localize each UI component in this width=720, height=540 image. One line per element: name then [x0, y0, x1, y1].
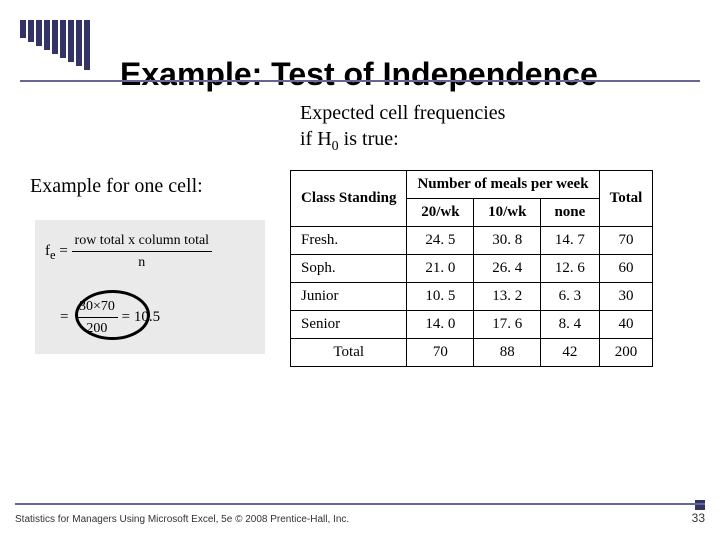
cell: 21. 0: [407, 255, 474, 283]
cell: 14. 7: [541, 227, 599, 255]
cell: 42: [541, 339, 599, 367]
row-label: Total: [291, 339, 407, 367]
title-underline: [20, 80, 700, 82]
cell: 24. 5: [407, 227, 474, 255]
col-none: none: [541, 199, 599, 227]
cell: 13. 2: [474, 283, 541, 311]
row-label: Junior: [291, 283, 407, 311]
cell: 70: [407, 339, 474, 367]
bar: [84, 20, 90, 70]
cell: 12. 6: [541, 255, 599, 283]
table-row: Soph. 21. 0 26. 4 12. 6 60: [291, 255, 653, 283]
decorative-bars: [20, 20, 90, 70]
denominator-1: n: [72, 252, 213, 273]
formula-box: fe = row total x column total n = 30×70 …: [35, 220, 265, 354]
subtitle-line2-pre: if H: [300, 128, 332, 150]
group-header: Number of meals per week: [407, 171, 599, 199]
bar: [76, 20, 82, 66]
table-row: Total 70 88 42 200: [291, 339, 653, 367]
bar: [20, 20, 26, 38]
cell: 14. 0: [407, 311, 474, 339]
bar: [52, 20, 58, 54]
footer-square-icon: [695, 500, 705, 510]
subtitle: Expected cell frequencies if H0 is true:: [300, 100, 505, 156]
subtitle-sub: 0: [332, 139, 339, 154]
table-row: Fresh. 24. 5 30. 8 14. 7 70: [291, 227, 653, 255]
bar: [36, 20, 42, 46]
corner-header: Class Standing: [291, 171, 407, 227]
bar: [28, 20, 34, 42]
cell: 30. 8: [474, 227, 541, 255]
table-row: Junior 10. 5 13. 2 6. 3 30: [291, 283, 653, 311]
cell: 70: [599, 227, 653, 255]
fraction-1: row total x column total n: [72, 230, 213, 273]
data-table: Class Standing Number of meals per week …: [290, 170, 653, 367]
cell: 6. 3: [541, 283, 599, 311]
cell: 17. 6: [474, 311, 541, 339]
example-label: Example for one cell:: [30, 175, 203, 198]
numerator-1: row total x column total: [72, 230, 213, 252]
eq-sign: =: [56, 243, 72, 259]
cell: 200: [599, 339, 653, 367]
row-label: Senior: [291, 311, 407, 339]
bar: [44, 20, 50, 50]
bar: [60, 20, 66, 58]
subtitle-line2-post: is true:: [339, 128, 399, 150]
footer-citation: Statistics for Managers Using Microsoft …: [15, 514, 349, 525]
bar: [68, 20, 74, 62]
page-number: 33: [692, 511, 705, 525]
subtitle-line1: Expected cell frequencies: [300, 102, 505, 124]
circle-annotation: [75, 290, 150, 340]
footer-divider: [15, 503, 705, 505]
row-label: Fresh.: [291, 227, 407, 255]
table-row: Senior 14. 0 17. 6 8. 4 40: [291, 311, 653, 339]
cell: 88: [474, 339, 541, 367]
col-10wk: 10/wk: [474, 199, 541, 227]
row-label: Soph.: [291, 255, 407, 283]
cell: 8. 4: [541, 311, 599, 339]
cell: 10. 5: [407, 283, 474, 311]
cell: 60: [599, 255, 653, 283]
col-20wk: 20/wk: [407, 199, 474, 227]
cell: 40: [599, 311, 653, 339]
cell: 26. 4: [474, 255, 541, 283]
slide-title: Example: Test of Independence: [120, 56, 598, 93]
col-total: Total: [599, 171, 653, 227]
cell: 30: [599, 283, 653, 311]
